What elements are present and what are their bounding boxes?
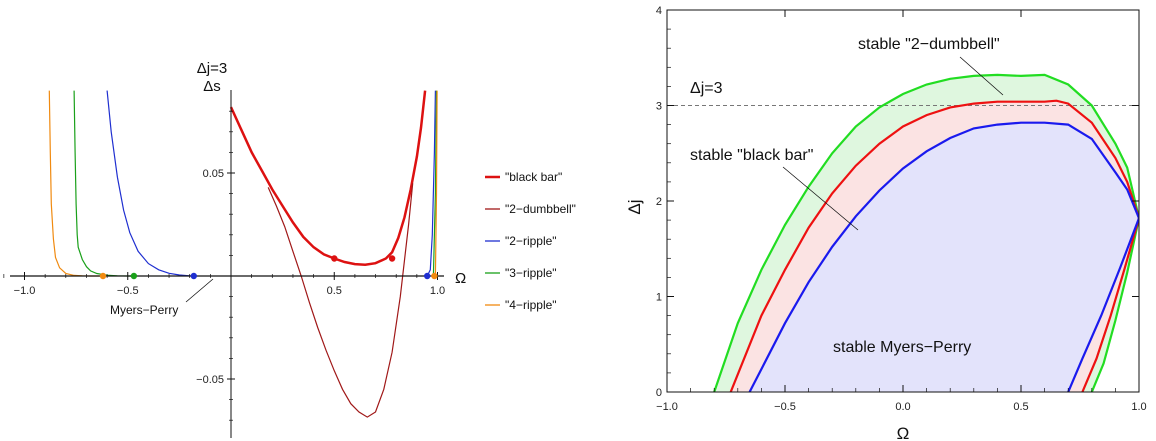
right-x-tick-label-1: −0.5 xyxy=(774,401,796,413)
series-black-bar-marker-0 xyxy=(331,255,338,262)
series-red-boundary-upper xyxy=(729,99,1139,392)
myers-perry-label: Myers−Perry xyxy=(110,303,178,317)
legend-label-2-dumbbell: "2−dumbbell" xyxy=(505,202,576,216)
right-y-tick-label-2: 2 xyxy=(656,196,662,208)
series-4-ripple-line-1 xyxy=(434,90,438,277)
stable-2-dumbbell-pointer xyxy=(959,56,1004,96)
series-2-ripple-line-1 xyxy=(426,90,436,277)
series-4-ripple-marker-0 xyxy=(99,272,107,280)
left-y-tick-label-1: −0.05 xyxy=(196,374,224,386)
series-blue-boundary-upper xyxy=(748,121,1139,392)
series-2-ripple-marker-1 xyxy=(424,272,431,280)
left-x-tick-label-3: 1.0 xyxy=(430,285,445,297)
series-3-ripple-line-1 xyxy=(432,90,438,277)
series-3-ripple-line-0 xyxy=(73,90,134,277)
dj3-label: Δj=3 xyxy=(690,80,723,97)
series-2-ripple-line-0 xyxy=(106,90,194,277)
series-2-dumbbell-line-0 xyxy=(267,183,414,418)
legend-item-black-bar: "black bar" xyxy=(485,170,562,184)
left-x-tick-label-2: 0.5 xyxy=(327,285,342,297)
stable-myers-perry-label: stable Myers−Perry xyxy=(833,339,971,356)
legend-item-4-ripple: "4−ripple" xyxy=(485,298,557,312)
series-3-ripple-marker-0 xyxy=(130,272,138,280)
stable-black-bar-pointer xyxy=(782,166,859,231)
left-axes xyxy=(10,90,444,438)
right-chart: −1.0 −0.5 0.0 0.5 1.0 0 1 2 3 4 Ω Δj Δj=3 stable … xyxy=(625,5,1147,441)
left-y-axis-label-top: Δj=3 xyxy=(197,60,227,77)
left-chart: −1.0 −0.5 0.5 1.0 0.05 −0.05 Ω Δj=3 Δs Myers−… xyxy=(3,60,576,438)
series-4-ripple-marker-1 xyxy=(431,272,438,280)
series-green-boundary-lower xyxy=(1090,217,1139,392)
right-y-tick-label-3: 3 xyxy=(656,101,662,113)
left-legend: "black bar" "2−dumbbell" "2−ripple" "3−r… xyxy=(485,170,576,312)
left-x-tick-label-0: −1.0 xyxy=(14,285,36,297)
legend-label-2-ripple: "2−ripple" xyxy=(505,234,557,248)
right-fill-layer xyxy=(714,74,1139,392)
series-red-boundary-lower xyxy=(1081,217,1139,392)
right-x-tick-label-3: 0.5 xyxy=(1013,401,1028,413)
myers-perry-pointer xyxy=(185,278,214,303)
right-y-tick-label-4: 4 xyxy=(656,5,662,17)
right-y-tick-label-0: 0 xyxy=(656,387,662,399)
stable-2-dumbbell-label: stable "2−dumbbell" xyxy=(858,36,1000,53)
left-markers xyxy=(99,255,438,280)
right-x-tick-label-0: −1.0 xyxy=(656,401,678,413)
right-y-axis-label: Δj xyxy=(625,199,644,214)
series-green-boundary-upper xyxy=(713,73,1139,392)
legend-item-2-ripple: "2−ripple" xyxy=(485,234,557,248)
left-ticks: −1.0 −0.5 0.5 1.0 0.05 −0.05 xyxy=(3,110,445,421)
right-x-axis-label: Ω xyxy=(897,424,910,441)
left-y-tick-label-0: 0.05 xyxy=(203,168,224,180)
legend-label-3-ripple: "3−ripple" xyxy=(505,266,557,280)
right-x-tick-label-4: 1.0 xyxy=(1131,401,1146,413)
legend-item-2-dumbbell: "2−dumbbell" xyxy=(485,202,576,216)
left-x-tick-label-1: −0.5 xyxy=(117,285,139,297)
right-series-layer xyxy=(713,73,1139,392)
left-series-layer xyxy=(48,90,438,418)
series-2-ripple-marker-0 xyxy=(190,272,197,280)
region-blue-boundary xyxy=(749,122,1139,392)
series-black-bar-marker-1 xyxy=(388,255,396,262)
series-black-bar-line-0 xyxy=(229,90,427,266)
left-y-axis-label-bottom: Δs xyxy=(203,78,221,95)
right-ticks: −1.0 −0.5 0.0 0.5 1.0 0 1 2 3 4 xyxy=(656,5,1147,413)
legend-label-black-bar: "black bar" xyxy=(505,170,562,184)
series-blue-boundary-lower xyxy=(1067,217,1139,392)
left-x-axis-label: Ω xyxy=(455,270,466,287)
legend-item-3-ripple: "3−ripple" xyxy=(485,266,557,280)
right-x-tick-label-2: 0.0 xyxy=(895,401,910,413)
legend-label-4-ripple: "4−ripple" xyxy=(505,298,557,312)
stable-black-bar-label: stable "black bar" xyxy=(690,147,813,164)
right-y-tick-label-1: 1 xyxy=(656,292,662,304)
